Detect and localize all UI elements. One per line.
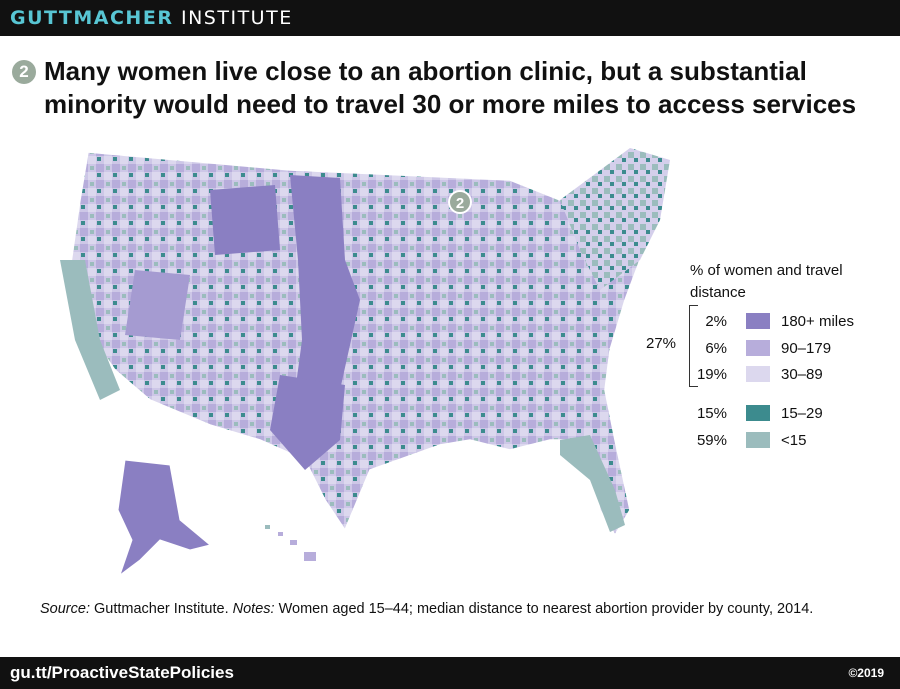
legend-bracket [689, 305, 698, 387]
footer-url-link[interactable]: gu.tt/ProactiveStatePolicies [10, 663, 234, 682]
figure-title: Many women live close to an abortion cli… [44, 56, 857, 119]
california-coast [60, 260, 120, 400]
legend-swatch [746, 340, 770, 356]
legend-pct: 2% [705, 313, 727, 330]
brand-name-rest: INSTITUTE [173, 7, 293, 29]
florida [560, 435, 625, 532]
brand-name-bold: GUTTMACHER [10, 7, 174, 29]
legend-group-total: 27% [646, 335, 677, 352]
legend-swatch [746, 405, 770, 421]
legend-label: 180+ miles [781, 313, 854, 330]
legend-pct: 59% [696, 432, 727, 449]
legend-pct: 6% [705, 340, 727, 357]
northeast-region [560, 148, 670, 290]
legend-title: % of women and travel distance [690, 262, 843, 301]
us-county-map: 2 [60, 147, 671, 577]
alaska [117, 459, 212, 577]
legend-label: 15–29 [781, 405, 823, 422]
source-text: Guttmacher Institute. [89, 601, 233, 617]
legend-pct: 19% [696, 366, 727, 383]
notes-text: Women aged 15–44; median distance to nea… [274, 601, 814, 617]
brand-logo: GUTTMACHER INSTITUTE [10, 7, 293, 29]
great-basin-region [125, 270, 190, 340]
legend-label: 30–89 [781, 366, 823, 383]
legend-label: <15 [781, 432, 807, 449]
legend-swatch [746, 366, 770, 382]
map-marker-number: 2 [456, 195, 464, 212]
legend-swatch [746, 313, 770, 329]
hawaii [265, 525, 316, 561]
notes-label: Notes: [232, 601, 275, 617]
legend-label: 90–179 [781, 340, 832, 357]
plains-region [290, 175, 360, 440]
source-label: Source: [40, 601, 90, 617]
figure-number-badge: 2 [12, 60, 36, 84]
header-bar: GUTTMACHER INSTITUTE [0, 0, 900, 36]
legend-swatch [746, 432, 770, 448]
map-marker-badge [448, 190, 472, 214]
legend-pct: 15% [696, 405, 727, 422]
footer-bar: gu.tt/ProactiveStatePolicies ©2019 [0, 657, 900, 689]
texas-region [270, 375, 345, 470]
mountain-region [210, 185, 280, 255]
source-note: Source: Guttmacher Institute. Notes: Wom… [40, 599, 840, 619]
copyright: ©2019 [848, 666, 884, 680]
